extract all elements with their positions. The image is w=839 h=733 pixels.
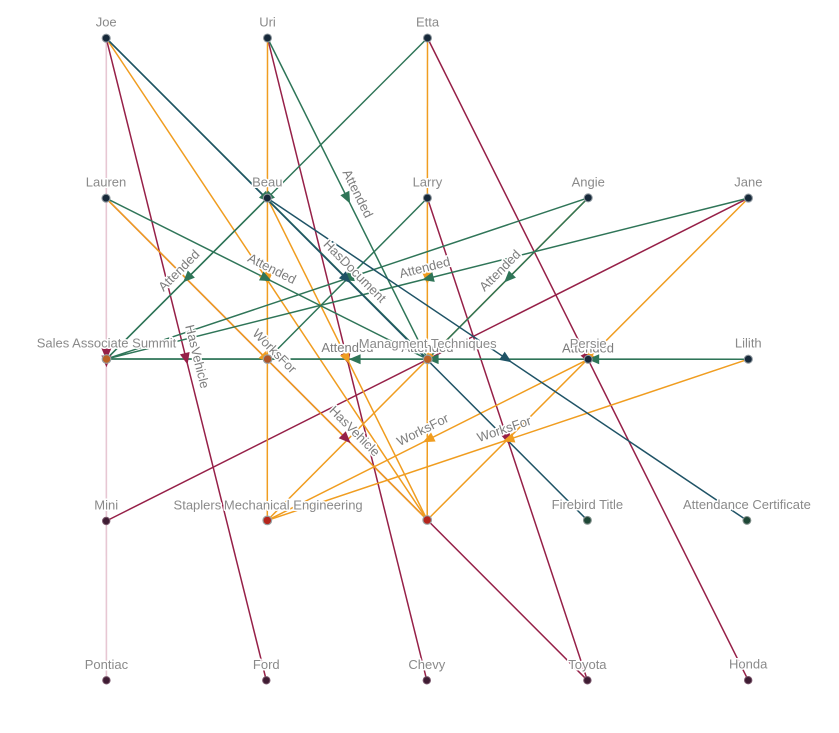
svg-text:Mechanical Engineering: Mechanical Engineering	[224, 497, 363, 512]
svg-text:Ford: Ford	[253, 657, 280, 672]
svg-text:Larry: Larry	[413, 175, 443, 190]
svg-text:Staplers: Staplers	[174, 497, 222, 512]
svg-text:Attended: Attended	[401, 340, 453, 355]
svg-text:Beau: Beau	[252, 175, 282, 190]
svg-text:Toyota: Toyota	[568, 657, 607, 672]
svg-text:Attendance Certificate: Attendance Certificate	[683, 497, 811, 512]
svg-text:Chevy: Chevy	[408, 657, 445, 672]
svg-text:Jane: Jane	[734, 175, 762, 190]
svg-text:Joe: Joe	[96, 15, 117, 30]
svg-text:Attended: Attended	[321, 340, 373, 355]
svg-text:Persie: Persie	[570, 336, 607, 351]
svg-text:Firebird Title: Firebird Title	[552, 497, 624, 512]
svg-text:Honda: Honda	[729, 657, 768, 672]
svg-text:Etta: Etta	[416, 15, 440, 30]
svg-text:Lilith: Lilith	[735, 336, 762, 351]
svg-text:Pontiac: Pontiac	[85, 657, 129, 672]
svg-text:Uri: Uri	[259, 15, 276, 30]
svg-text:Sales Associate Summit: Sales Associate Summit	[37, 336, 177, 351]
svg-text:Attended: Attended	[562, 340, 614, 355]
svg-text:Mini: Mini	[94, 498, 118, 513]
svg-text:Managment Techniques: Managment Techniques	[359, 336, 497, 351]
svg-text:Lauren: Lauren	[86, 175, 126, 190]
svg-text:Angie: Angie	[572, 174, 605, 189]
